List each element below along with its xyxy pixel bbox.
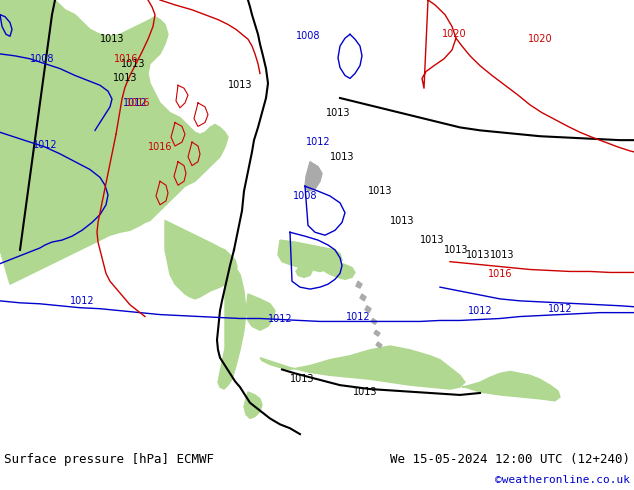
- Polygon shape: [323, 258, 355, 279]
- Text: 1012: 1012: [70, 296, 94, 306]
- Text: 1013: 1013: [290, 374, 314, 384]
- Text: 1012: 1012: [306, 137, 330, 147]
- Text: 1013: 1013: [330, 152, 354, 162]
- Polygon shape: [244, 392, 262, 418]
- Polygon shape: [394, 361, 402, 368]
- Text: 1020: 1020: [442, 29, 467, 39]
- Polygon shape: [165, 220, 237, 299]
- Text: 1008: 1008: [293, 191, 317, 201]
- Polygon shape: [218, 255, 246, 389]
- Text: 1008: 1008: [30, 54, 55, 64]
- Polygon shape: [278, 240, 342, 271]
- Text: 1013: 1013: [100, 34, 124, 44]
- Text: 1012: 1012: [268, 314, 292, 323]
- Polygon shape: [371, 318, 377, 324]
- Text: 1012: 1012: [33, 140, 57, 150]
- Text: ©weatheronline.co.uk: ©weatheronline.co.uk: [495, 475, 630, 485]
- Text: 1013: 1013: [228, 80, 252, 90]
- Text: 1012: 1012: [123, 98, 147, 108]
- Text: 1012: 1012: [468, 306, 493, 316]
- Text: 1008: 1008: [295, 31, 320, 41]
- Polygon shape: [246, 294, 275, 330]
- Text: 1013: 1013: [368, 186, 392, 196]
- Text: 1013: 1013: [113, 74, 137, 83]
- Polygon shape: [296, 266, 312, 277]
- Text: 1013: 1013: [326, 108, 350, 118]
- Text: 1013: 1013: [444, 245, 469, 255]
- Text: 1013: 1013: [390, 216, 414, 225]
- Polygon shape: [462, 371, 560, 401]
- Text: 1013: 1013: [489, 250, 514, 260]
- Polygon shape: [260, 346, 465, 389]
- Polygon shape: [305, 162, 322, 191]
- Polygon shape: [360, 294, 366, 301]
- Text: 1016: 1016: [488, 270, 512, 279]
- Text: 1013: 1013: [420, 235, 444, 245]
- Text: 1013: 1013: [353, 387, 377, 397]
- Text: 1016: 1016: [126, 98, 150, 108]
- Text: 1013: 1013: [466, 250, 490, 260]
- Text: 1012: 1012: [346, 312, 370, 321]
- Polygon shape: [376, 342, 382, 348]
- Text: Surface pressure [hPa] ECMWF: Surface pressure [hPa] ECMWF: [4, 453, 214, 466]
- Polygon shape: [365, 306, 371, 313]
- Polygon shape: [43, 34, 60, 186]
- Text: We 15-05-2024 12:00 UTC (12+240): We 15-05-2024 12:00 UTC (12+240): [390, 453, 630, 466]
- Polygon shape: [356, 281, 362, 288]
- Polygon shape: [0, 0, 228, 284]
- Polygon shape: [374, 330, 380, 336]
- Text: 1013: 1013: [120, 59, 145, 69]
- Text: 1020: 1020: [527, 34, 552, 44]
- Text: 1016: 1016: [148, 142, 172, 152]
- Text: 1012: 1012: [548, 304, 573, 314]
- Text: 1016: 1016: [113, 54, 138, 64]
